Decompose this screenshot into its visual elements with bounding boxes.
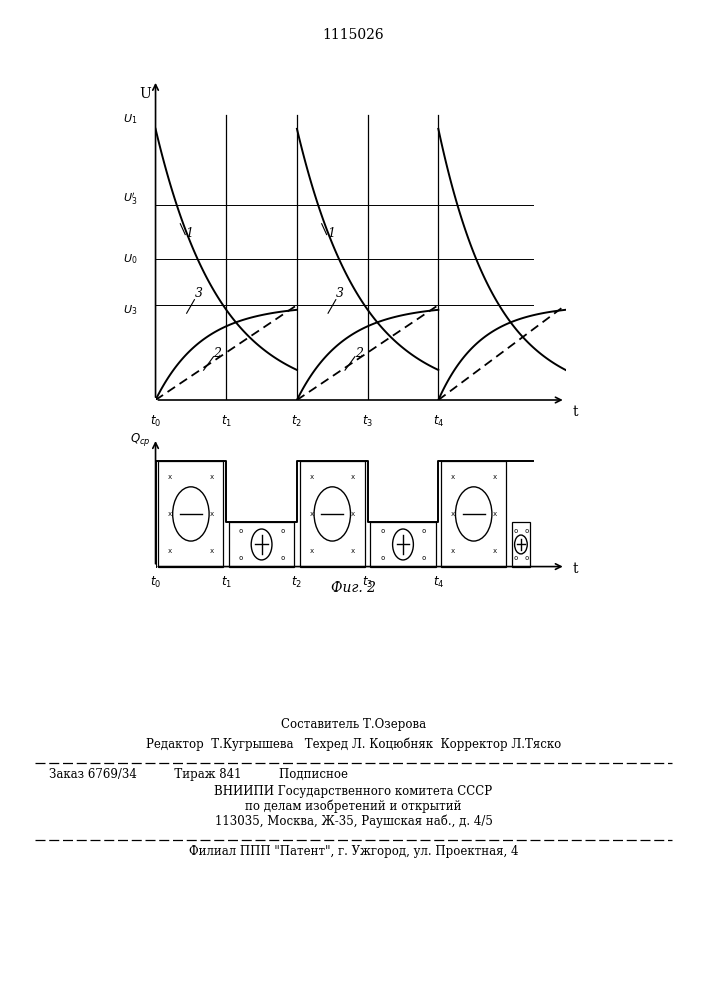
Text: x: x	[310, 474, 314, 480]
Text: x: x	[451, 548, 455, 554]
Text: Филиал ППП "Патент", г. Ужгород, ул. Проектная, 4: Филиал ППП "Патент", г. Ужгород, ул. Про…	[189, 845, 518, 858]
Text: 1115026: 1115026	[322, 28, 385, 42]
Text: $t_0$: $t_0$	[150, 413, 161, 429]
Text: x: x	[209, 548, 214, 554]
Text: 2: 2	[214, 347, 221, 360]
Bar	[370, 522, 436, 567]
Text: $U_3$: $U_3$	[124, 303, 138, 317]
Text: o: o	[239, 528, 243, 534]
Text: o: o	[239, 555, 243, 561]
Text: o: o	[513, 555, 518, 561]
Text: o: o	[380, 528, 385, 534]
Bar	[441, 461, 506, 567]
Text: $t_2$: $t_2$	[291, 575, 303, 590]
Text: t: t	[573, 405, 578, 419]
Text: x: x	[351, 474, 355, 480]
Text: $t_1$: $t_1$	[221, 575, 232, 590]
Text: U: U	[139, 87, 151, 101]
Bar	[229, 522, 294, 567]
Bar	[512, 522, 530, 567]
Text: x: x	[451, 511, 455, 517]
Text: $t_2$: $t_2$	[291, 413, 303, 429]
Text: x: x	[492, 474, 496, 480]
Text: x: x	[451, 474, 455, 480]
Text: Заказ 6769/34          Тираж 841          Подписное: Заказ 6769/34 Тираж 841 Подписное	[49, 768, 349, 781]
Text: o: o	[280, 555, 284, 561]
Text: $t_1$: $t_1$	[221, 413, 232, 429]
Text: $U_3'$: $U_3'$	[124, 191, 138, 207]
Text: x: x	[310, 511, 314, 517]
Text: 113035, Москва, Ж-35, Раушская наб., д. 4/5: 113035, Москва, Ж-35, Раушская наб., д. …	[214, 814, 493, 828]
Text: o: o	[513, 528, 518, 534]
Text: o: o	[525, 555, 529, 561]
Text: x: x	[492, 548, 496, 554]
Text: Фиг. 2: Фиг. 2	[331, 581, 376, 595]
Text: Составитель Т.Озерова: Составитель Т.Озерова	[281, 718, 426, 731]
Text: $t_3$: $t_3$	[362, 575, 373, 590]
Text: 1: 1	[185, 227, 193, 240]
Text: x: x	[168, 548, 173, 554]
Text: $t_0$: $t_0$	[150, 575, 161, 590]
Text: x: x	[351, 548, 355, 554]
Text: x: x	[209, 511, 214, 517]
Text: $t_4$: $t_4$	[433, 575, 444, 590]
Text: o: o	[280, 528, 284, 534]
Text: $Q_{ср}$: $Q_{ср}$	[129, 431, 151, 448]
Text: $t_4$: $t_4$	[433, 413, 444, 429]
Text: 3: 3	[194, 287, 202, 300]
Text: $U_0$: $U_0$	[123, 252, 138, 266]
Text: $t_3$: $t_3$	[362, 413, 373, 429]
Text: x: x	[310, 548, 314, 554]
Text: t: t	[573, 562, 578, 576]
Text: x: x	[492, 511, 496, 517]
Text: x: x	[168, 474, 173, 480]
Text: o: o	[421, 528, 426, 534]
Text: $U_1$: $U_1$	[124, 112, 138, 126]
Text: 2: 2	[355, 347, 363, 360]
Text: ВНИИПИ Государственного комитета СССР: ВНИИПИ Государственного комитета СССР	[214, 785, 493, 798]
Text: o: o	[380, 555, 385, 561]
Text: 1: 1	[327, 227, 334, 240]
Text: 3: 3	[336, 287, 344, 300]
Text: Редактор  Т.Кугрышева   Техред Л. Коцюбняк  Корректор Л.Тяско: Редактор Т.Кугрышева Техред Л. Коцюбняк …	[146, 738, 561, 751]
Text: x: x	[209, 474, 214, 480]
Text: x: x	[168, 511, 173, 517]
Text: o: o	[525, 528, 529, 534]
Text: x: x	[351, 511, 355, 517]
Bar	[158, 461, 223, 567]
Text: по делам изобретений и открытий: по делам изобретений и открытий	[245, 800, 462, 813]
Bar	[300, 461, 365, 567]
Text: o: o	[421, 555, 426, 561]
